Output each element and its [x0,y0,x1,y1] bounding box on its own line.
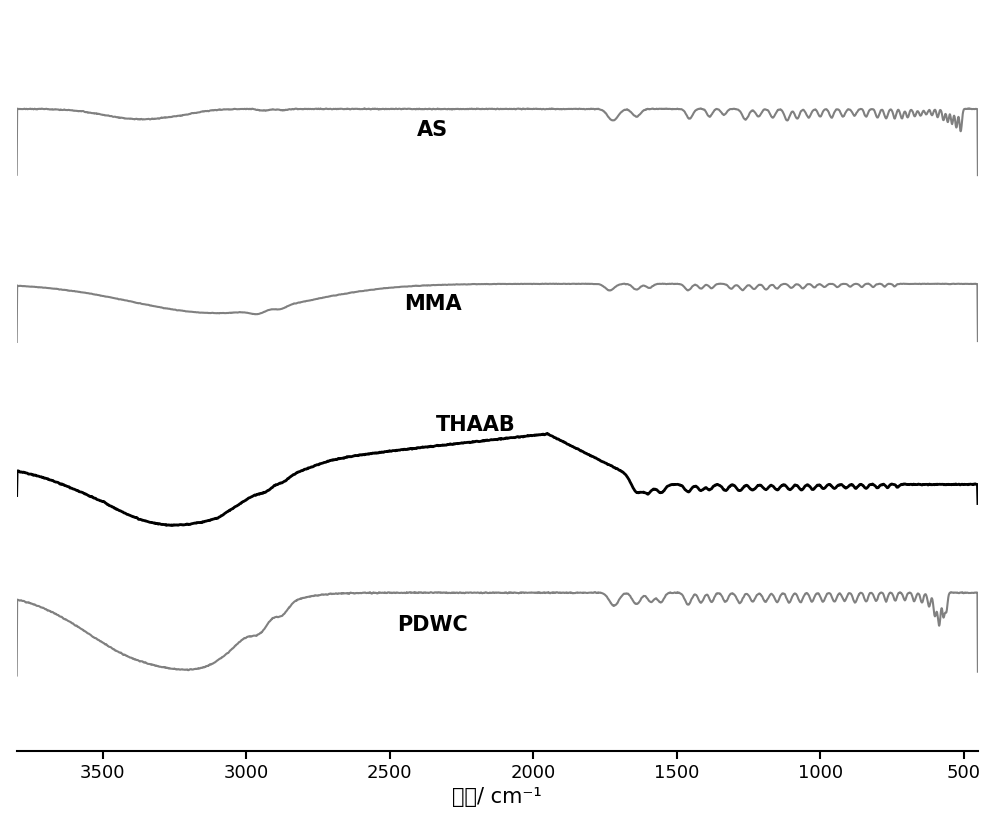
X-axis label: 波长/ cm⁻¹: 波长/ cm⁻¹ [452,788,542,808]
Text: THAAB: THAAB [436,415,516,435]
Text: PDWC: PDWC [397,616,468,635]
Text: MMA: MMA [404,293,462,314]
Text: AS: AS [417,120,448,140]
